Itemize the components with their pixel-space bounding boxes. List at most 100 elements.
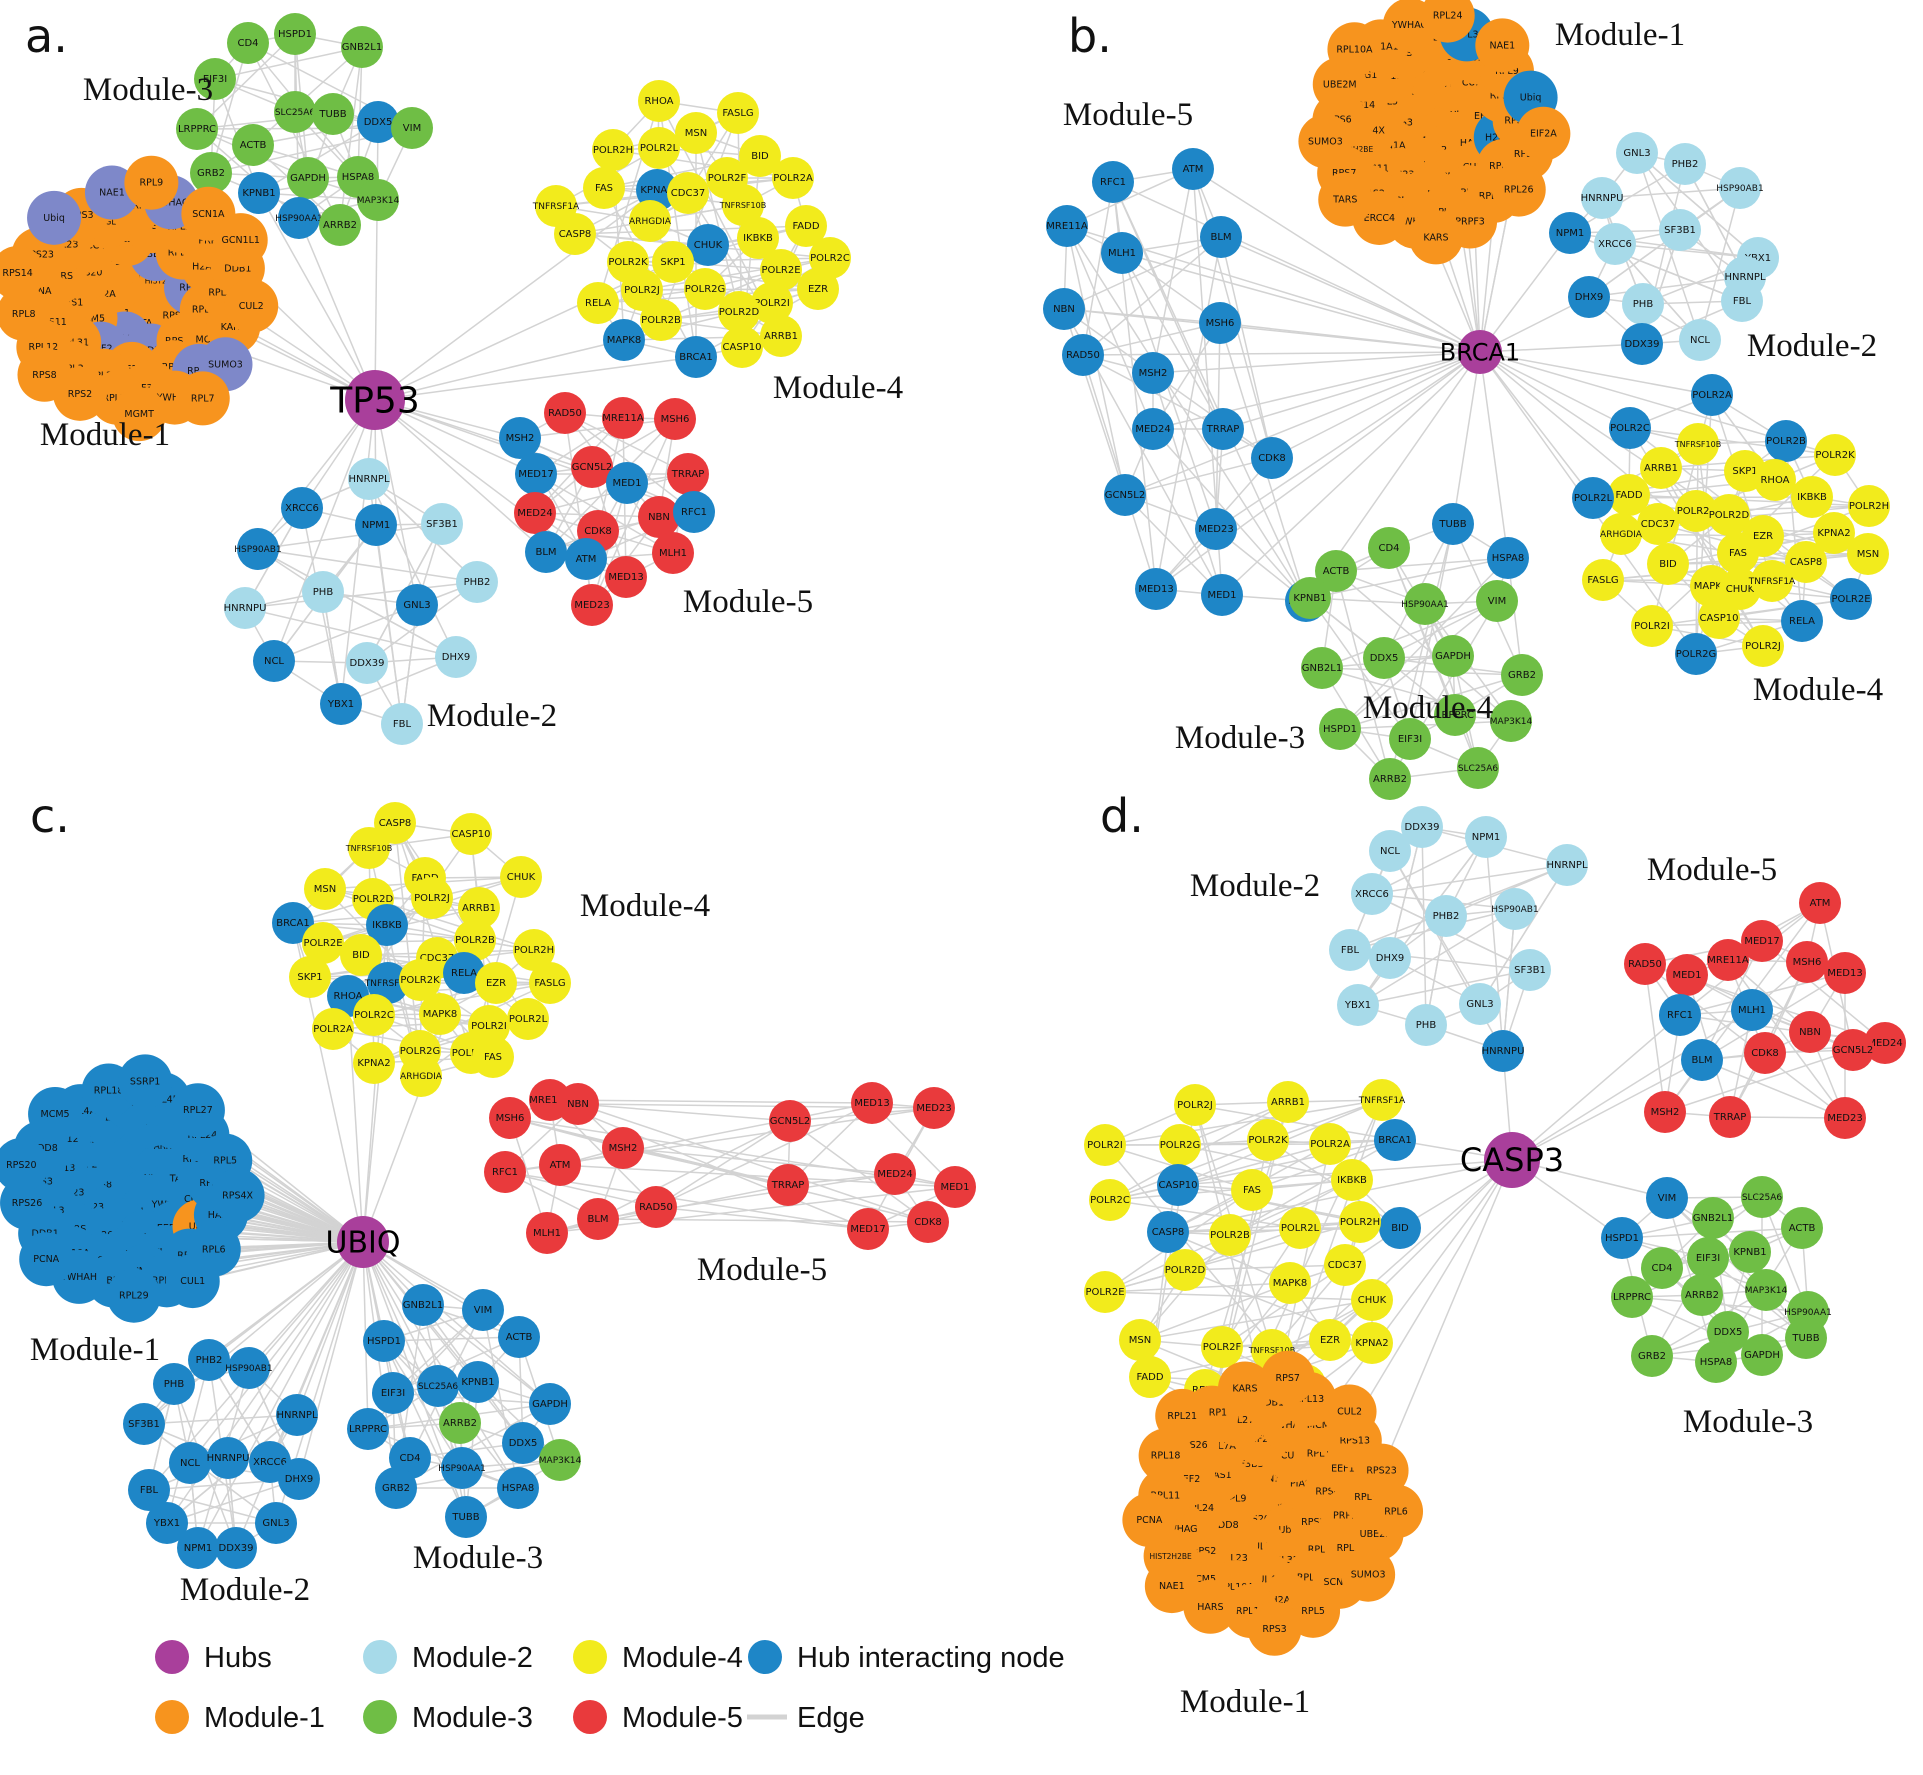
node-BRCA1[interactable]: BRCA1	[1374, 1119, 1416, 1161]
node-circle[interactable]	[1581, 177, 1623, 219]
node-circle[interactable]	[515, 453, 557, 495]
node-MED23[interactable]: MED23	[571, 584, 613, 626]
node-NAE1[interactable]: NAE1	[1144, 1559, 1199, 1614]
node-circle[interactable]	[1401, 806, 1443, 848]
node-circle[interactable]	[400, 1055, 442, 1097]
node-RFC1[interactable]: RFC1	[484, 1151, 526, 1193]
node-ARRB2[interactable]: ARRB2	[319, 204, 361, 246]
node-circle[interactable]	[1369, 758, 1411, 800]
node-circle[interactable]	[375, 1467, 417, 1509]
node-circle[interactable]	[27, 190, 82, 245]
node-circle[interactable]	[1659, 209, 1701, 251]
node-circle[interactable]	[1789, 1011, 1831, 1053]
node-POLR2H[interactable]: POLR2H	[1339, 1201, 1381, 1243]
node-POLR2H[interactable]: POLR2H	[1848, 485, 1890, 527]
node-circle[interactable]	[1201, 574, 1243, 616]
node-CASP10[interactable]: CASP10	[450, 813, 492, 855]
node-NPM1[interactable]: NPM1	[1549, 212, 1591, 254]
node-circle[interactable]	[274, 91, 316, 133]
node-CDK8[interactable]: CDK8	[907, 1201, 949, 1243]
node-circle[interactable]	[1209, 1214, 1251, 1256]
node-TARS[interactable]: TARS	[1318, 172, 1373, 227]
node-circle[interactable]	[1741, 1334, 1783, 1376]
node-circle[interactable]	[635, 1186, 677, 1228]
node-DDX39[interactable]: DDX39	[215, 1527, 257, 1569]
node-circle[interactable]	[1664, 143, 1706, 185]
node-circle[interactable]	[1698, 597, 1740, 639]
node-circle[interactable]	[302, 922, 344, 964]
node-circle[interactable]	[721, 326, 763, 368]
node-RPL6[interactable]: RPL6	[1369, 1484, 1424, 1539]
node-circle[interactable]	[1129, 1356, 1171, 1398]
node-circle[interactable]	[1616, 132, 1658, 174]
node-circle[interactable]	[499, 417, 541, 459]
node-circle[interactable]	[439, 1402, 481, 1444]
node-circle[interactable]	[1174, 1084, 1216, 1126]
node-MED17[interactable]: MED17	[1741, 920, 1783, 962]
node-PCNA[interactable]: PCNA	[1122, 1493, 1177, 1548]
hub-circle[interactable]	[1458, 330, 1502, 374]
hub-circle[interactable]	[1484, 1132, 1540, 1188]
node-circle[interactable]	[272, 902, 314, 944]
node-circle[interactable]	[1708, 494, 1750, 536]
node-MAPK8[interactable]: MAPK8	[603, 319, 645, 361]
node-circle[interactable]	[1717, 532, 1759, 574]
node-circle[interactable]	[355, 504, 397, 546]
node-circle[interactable]	[1659, 994, 1701, 1036]
node-circle[interactable]	[529, 962, 571, 1004]
node-circle[interactable]	[1155, 1388, 1210, 1443]
node-POLR2G[interactable]: POLR2G	[1159, 1124, 1201, 1166]
node-circle[interactable]	[1089, 1179, 1131, 1221]
node-CDC37[interactable]: CDC37	[1324, 1244, 1366, 1286]
node-TNFRSF1A[interactable]: TNFRSF1A	[1358, 1079, 1406, 1121]
node-circle[interactable]	[1824, 952, 1866, 994]
node-POLR2B[interactable]: POLR2B	[1765, 420, 1807, 462]
node-KPNB1[interactable]: KPNB1	[238, 172, 280, 214]
node-FASLG[interactable]: FASLG	[717, 92, 759, 134]
node-circle[interactable]	[112, 387, 167, 442]
node-PHB[interactable]: PHB	[1405, 1004, 1447, 1046]
node-CDC37[interactable]: CDC37	[1637, 503, 1679, 545]
node-PHB2[interactable]: PHB2	[1425, 895, 1467, 937]
node-circle[interactable]	[1101, 232, 1143, 274]
node-HSPA8[interactable]: HSPA8	[1487, 537, 1529, 579]
node-NCL[interactable]: NCL	[253, 640, 295, 682]
node-DDX5[interactable]: DDX5	[502, 1422, 544, 1464]
node-circle[interactable]	[1309, 1319, 1351, 1361]
node-GNL3[interactable]: GNL3	[1616, 132, 1658, 174]
node-CASP8[interactable]: CASP8	[1147, 1211, 1189, 1253]
node-POLR2F[interactable]: POLR2F	[1201, 1326, 1243, 1368]
node-CHUK[interactable]: CHUK	[1351, 1279, 1393, 1321]
node-MLH1[interactable]: MLH1	[1731, 989, 1773, 1031]
node-CD4[interactable]: CD4	[1368, 527, 1410, 569]
node-GCN5L2[interactable]: GCN5L2	[769, 1100, 811, 1142]
node-circle[interactable]	[1432, 635, 1474, 677]
node-circle[interactable]	[417, 1365, 459, 1407]
node-circle[interactable]	[1405, 1004, 1447, 1046]
node-circle[interactable]	[526, 1212, 568, 1254]
node-PHB2[interactable]: PHB2	[1664, 143, 1706, 185]
node-GNB2L1[interactable]: GNB2L1	[1301, 647, 1343, 689]
node-DHX9[interactable]: DHX9	[1369, 937, 1411, 979]
node-RPL7[interactable]: RPL7	[175, 371, 230, 426]
node-circle[interactable]	[462, 1289, 504, 1331]
node-circle[interactable]	[489, 1097, 531, 1139]
node-circle[interactable]	[1247, 1601, 1302, 1656]
node-BLM[interactable]: BLM	[577, 1198, 619, 1240]
node-MCM5[interactable]: MCM5	[28, 1086, 83, 1141]
node-circle[interactable]	[539, 1439, 581, 1481]
node-BLM[interactable]: BLM	[1681, 1039, 1723, 1081]
node-MAP3K14[interactable]: MAP3K14	[357, 179, 400, 221]
node-circle[interactable]	[1568, 276, 1610, 318]
node-CDK8[interactable]: CDK8	[1251, 437, 1293, 479]
node-circle[interactable]	[1341, 1547, 1396, 1602]
node-circle[interactable]	[1637, 503, 1679, 545]
node-LRPPRC[interactable]: LRPPRC	[347, 1408, 389, 1450]
node-circle[interactable]	[1404, 583, 1446, 625]
node-CASP10[interactable]: CASP10	[1698, 597, 1740, 639]
node-circle[interactable]	[1200, 216, 1242, 258]
node-NCL[interactable]: NCL	[169, 1442, 211, 1484]
node-RPL10A[interactable]: RPL10A	[1327, 22, 1382, 77]
node-MRE11A[interactable]: MRE11A	[1046, 205, 1088, 247]
node-circle[interactable]	[675, 336, 717, 378]
